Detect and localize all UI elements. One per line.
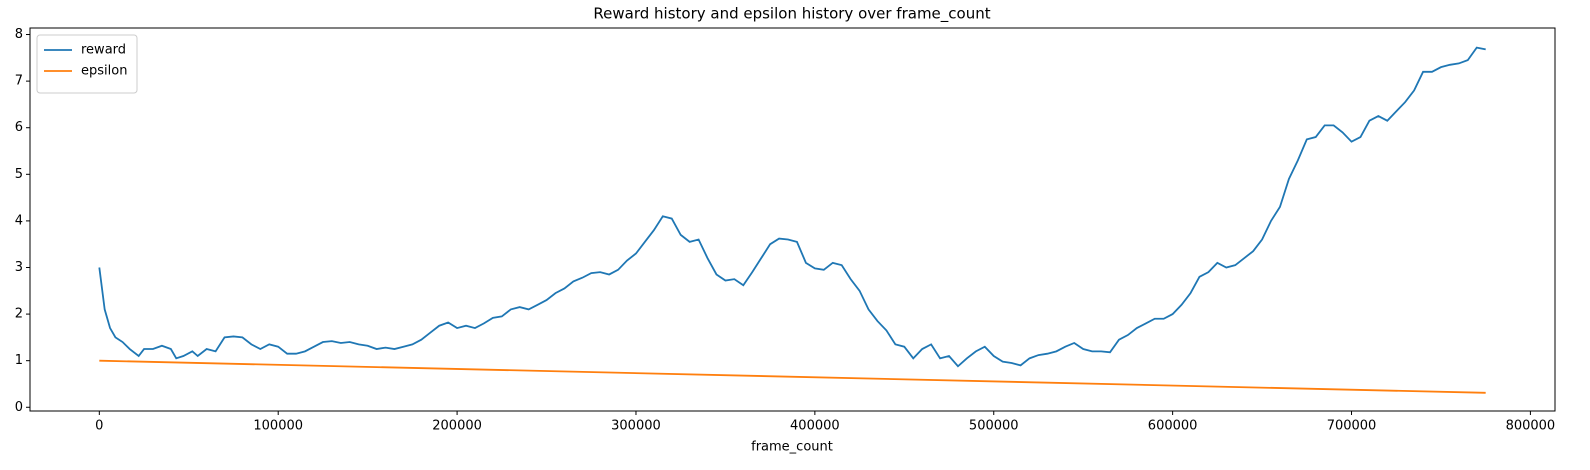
legend-label: reward [81,43,126,58]
plot-frame [29,27,1556,412]
x-tick-label: 200000 [432,419,482,434]
y-tick-label: 4 [15,213,23,228]
line-series [98,46,1486,368]
x-axis-label: frame_count [751,440,833,455]
legend: reward epsilon [36,34,138,94]
legend-label: epsilon [81,64,127,79]
x-tick-label: 600000 [1148,419,1198,434]
x-tick-label: 700000 [1327,419,1377,434]
line-series [99,359,1486,394]
x-tick-label: 100000 [253,419,303,434]
y-tick-label: 1 [15,353,23,368]
x-tick-label: 400000 [790,419,840,434]
y-tick-label: 6 [15,120,23,135]
y-tick-label: 7 [15,74,23,89]
x-tick-label: 500000 [969,419,1019,434]
y-tick-label: 3 [15,260,23,275]
x-tick-label: 0 [95,419,103,434]
x-tick-label: 800000 [1506,419,1556,434]
x-tick-label: 300000 [611,419,661,434]
chart-title: Reward history and epsilon history over … [593,5,990,24]
y-tick-label: 2 [15,307,23,322]
y-tick-label: 8 [15,27,23,42]
y-tick-label: 0 [15,400,23,415]
y-tick-label: 5 [15,167,23,182]
